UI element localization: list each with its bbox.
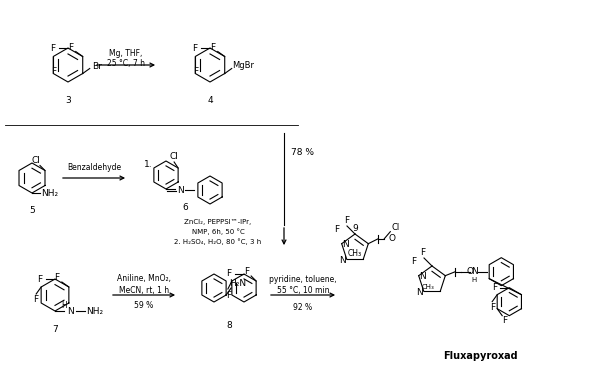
Text: ZnCl₂, PEPPSI™-IPr,: ZnCl₂, PEPPSI™-IPr, xyxy=(184,219,251,225)
Text: 25 °C, 7 h: 25 °C, 7 h xyxy=(107,58,145,67)
Text: F: F xyxy=(490,303,495,312)
Text: Cl: Cl xyxy=(170,151,179,160)
Text: Aniline, MnO₂,: Aniline, MnO₂, xyxy=(117,275,171,283)
Text: O: O xyxy=(388,234,395,243)
Text: F: F xyxy=(492,283,497,292)
Text: N: N xyxy=(419,272,426,281)
Text: 3: 3 xyxy=(65,95,71,104)
Text: N: N xyxy=(416,288,423,297)
Text: 1.: 1. xyxy=(143,159,152,169)
Text: CH₃: CH₃ xyxy=(422,283,434,290)
Text: F: F xyxy=(34,295,39,304)
Text: N: N xyxy=(176,186,184,194)
Text: 7: 7 xyxy=(52,325,58,334)
Text: F: F xyxy=(193,43,197,52)
Text: Cl: Cl xyxy=(32,156,40,165)
Text: F: F xyxy=(68,43,73,52)
Text: 59 %: 59 % xyxy=(134,300,154,310)
Text: F: F xyxy=(421,248,425,257)
Text: MeCN, rt, 1 h: MeCN, rt, 1 h xyxy=(119,285,169,294)
Text: F: F xyxy=(502,316,507,325)
Text: N: N xyxy=(68,307,74,316)
Text: H: H xyxy=(472,277,477,283)
Text: F: F xyxy=(37,275,43,283)
Text: N: N xyxy=(340,256,346,265)
Text: 92 %: 92 % xyxy=(293,303,313,312)
Text: Fluxapyroxad: Fluxapyroxad xyxy=(443,351,517,361)
Text: 8: 8 xyxy=(226,321,232,329)
Text: Benzaldehyde: Benzaldehyde xyxy=(67,162,121,172)
Text: MgBr: MgBr xyxy=(232,61,254,70)
Text: F: F xyxy=(50,43,56,52)
Text: NH₂: NH₂ xyxy=(41,188,59,197)
Text: 78 %: 78 % xyxy=(291,147,314,156)
Text: N: N xyxy=(471,267,478,276)
Text: 2. H₂SO₄, H₂O, 80 °C, 3 h: 2. H₂SO₄, H₂O, 80 °C, 3 h xyxy=(175,239,262,245)
Text: 55 °C, 10 min: 55 °C, 10 min xyxy=(277,286,329,295)
Text: F: F xyxy=(51,67,56,76)
Text: NMP, 6h, 50 °C: NMP, 6h, 50 °C xyxy=(191,229,244,235)
Text: Mg, THF,: Mg, THF, xyxy=(109,49,143,58)
Text: F: F xyxy=(245,267,250,276)
Text: CH₃: CH₃ xyxy=(347,249,362,258)
Text: F: F xyxy=(54,273,59,282)
Text: O: O xyxy=(466,267,473,276)
Text: F: F xyxy=(210,43,215,52)
Text: F: F xyxy=(344,215,350,224)
Text: F: F xyxy=(226,270,232,279)
Text: F: F xyxy=(193,67,198,76)
Text: NH₂: NH₂ xyxy=(86,307,104,316)
Text: H: H xyxy=(61,301,67,310)
Text: Br: Br xyxy=(92,62,101,71)
Text: N: N xyxy=(343,240,349,249)
Text: pyridine, toluene,: pyridine, toluene, xyxy=(269,276,337,285)
Text: 9: 9 xyxy=(352,224,358,233)
Text: 6: 6 xyxy=(182,202,188,212)
Text: Cl: Cl xyxy=(391,223,400,232)
Text: 4: 4 xyxy=(207,95,213,104)
Text: F: F xyxy=(334,224,340,233)
Text: F: F xyxy=(226,291,232,300)
Text: F: F xyxy=(412,258,416,267)
Text: 5: 5 xyxy=(29,205,35,215)
Text: H₂N: H₂N xyxy=(230,279,247,288)
